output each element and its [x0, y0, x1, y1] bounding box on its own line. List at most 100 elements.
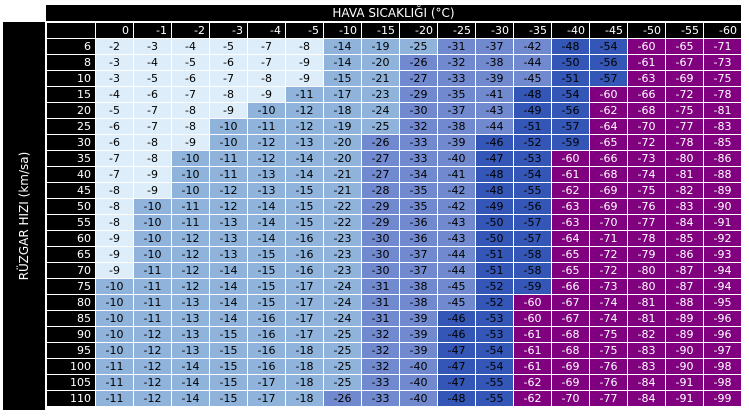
wind-chill-cell: -9	[285, 54, 324, 71]
wind-speed-cell: 110	[46, 390, 96, 407]
wind-chill-cell: -35	[399, 198, 438, 215]
wind-chill-cell: -10	[95, 310, 134, 327]
wind-chill-cell: -3	[133, 38, 172, 55]
corner-cell	[46, 22, 96, 39]
wind-chill-cell: -66	[589, 150, 628, 167]
wind-chill-cell: -32	[361, 358, 400, 375]
wind-speed-cell: 80	[46, 294, 96, 311]
wind-chill-cell: -7	[247, 54, 286, 71]
wind-chill-cell: -40	[399, 358, 438, 375]
wind-chill-cell: -26	[361, 134, 400, 151]
wind-chill-cell: -65	[665, 38, 704, 55]
wind-chill-cell: -63	[627, 70, 666, 87]
wind-chill-cell: -51	[475, 246, 514, 263]
wind-chill-cell: -69	[551, 374, 590, 391]
wind-chill-cell: -10	[133, 230, 172, 247]
wind-chill-cell: -8	[95, 214, 134, 231]
wind-chill-cell: -42	[437, 198, 476, 215]
wind-speed-cell: 45	[46, 182, 96, 199]
wind-chill-cell: -48	[475, 166, 514, 183]
wind-speed-cell: 95	[46, 342, 96, 359]
wind-chill-cell: -12	[285, 118, 324, 135]
wind-chill-cell: -80	[627, 262, 666, 279]
temperature-header: 0	[95, 22, 134, 39]
wind-chill-cell: -63	[551, 198, 590, 215]
temperature-header: -25	[437, 22, 476, 39]
wind-chill-cell: -81	[627, 310, 666, 327]
wind-chill-cell: -55	[513, 182, 552, 199]
wind-chill-cell: -50	[475, 214, 514, 231]
wind-chill-cell: -14	[209, 294, 248, 311]
wind-chill-cell: -26	[399, 54, 438, 71]
wind-chill-cell: -74	[589, 310, 628, 327]
wind-chill-cell: -13	[209, 246, 248, 263]
wind-chill-cell: -25	[323, 326, 362, 343]
wind-chill-cell: -40	[437, 150, 476, 167]
wind-chill-cell: -11	[133, 294, 172, 311]
wind-chill-cell: -30	[361, 246, 400, 263]
wind-chill-cell: -38	[437, 118, 476, 135]
wind-chill-cell: -69	[589, 198, 628, 215]
wind-chill-cell: -23	[323, 262, 362, 279]
wind-chill-cell: -67	[551, 310, 590, 327]
wind-chill-cell: -22	[323, 198, 362, 215]
wind-chill-cell: -98	[703, 374, 742, 391]
wind-speed-cell: 60	[46, 230, 96, 247]
wind-chill-cell: -61	[513, 358, 552, 375]
temperature-header: -1	[133, 22, 172, 39]
table-row: 95 -10 -12 -13 -15 -16 -18 -25 -32 -39 -47 -54 -61 -6…	[46, 342, 742, 359]
wind-speed-cell: 70	[46, 262, 96, 279]
wind-chill-cell: -9	[133, 182, 172, 199]
wind-chill-cell: -83	[627, 342, 666, 359]
wind-chill-cell: -68	[551, 342, 590, 359]
table-row: 65 -9 -10 -12 -13 -15 -16 -23 -30 -37 -44 -51 -58 -65…	[46, 246, 742, 263]
wind-chill-cell: -47	[437, 342, 476, 359]
wind-chill-cell: -93	[703, 246, 742, 263]
wind-chill-cell: -14	[171, 390, 210, 407]
wind-chill-cell: -84	[627, 374, 666, 391]
wind-speed-cell: 30	[46, 134, 96, 151]
wind-chill-cell: -37	[437, 102, 476, 119]
wind-chill-cell: -37	[399, 246, 438, 263]
wind-chill-cell: -15	[247, 294, 286, 311]
wind-chill-cell: -43	[437, 214, 476, 231]
wind-chill-cell: -61	[513, 342, 552, 359]
wind-chill-cell: -15	[209, 358, 248, 375]
wind-chill-cell: -13	[209, 214, 248, 231]
wind-chill-cell: -43	[437, 230, 476, 247]
wind-chill-cell: -76	[589, 358, 628, 375]
wind-chill-cell: -9	[95, 246, 134, 263]
wind-chill-cell: -15	[285, 198, 324, 215]
wind-chill-cell: -66	[627, 86, 666, 103]
wind-chill-cell: -81	[665, 166, 704, 183]
wind-speed-cell: 90	[46, 326, 96, 343]
wind-chill-cell: -54	[475, 358, 514, 375]
wind-chill-cell: -44	[513, 54, 552, 71]
wind-chill-cell: -42	[513, 38, 552, 55]
wind-chill-cell: -24	[361, 102, 400, 119]
temperature-header: -40	[551, 22, 590, 39]
wind-speed-cell: 35	[46, 150, 96, 167]
wind-speed-cell: 20	[46, 102, 96, 119]
wind-chill-cell: -59	[551, 134, 590, 151]
temperature-header: -30	[475, 22, 514, 39]
temperature-header: -2	[171, 22, 210, 39]
wind-chill-cell: -10	[171, 150, 210, 167]
wind-chill-cell: -25	[323, 358, 362, 375]
wind-speed-cell: 40	[46, 166, 96, 183]
wind-chill-cell: -47	[437, 374, 476, 391]
wind-chill-cell: -14	[171, 358, 210, 375]
wind-chill-cell: -7	[209, 70, 248, 87]
wind-chill-cell: -36	[399, 230, 438, 247]
wind-chill-cell: -75	[589, 342, 628, 359]
wind-chill-cell: -8	[133, 134, 172, 151]
wind-chill-cell: -18	[285, 342, 324, 359]
wind-chill-cell: -5	[133, 70, 172, 87]
wind-chill-cell: -11	[247, 118, 286, 135]
wind-chill-cell: -8	[171, 118, 210, 135]
wind-chill-cell: -65	[551, 262, 590, 279]
wind-chill-cell: -48	[475, 182, 514, 199]
wind-chill-cell: -81	[703, 102, 742, 119]
wind-chill-cell: -7	[95, 150, 134, 167]
wind-chill-cell: -30	[361, 230, 400, 247]
